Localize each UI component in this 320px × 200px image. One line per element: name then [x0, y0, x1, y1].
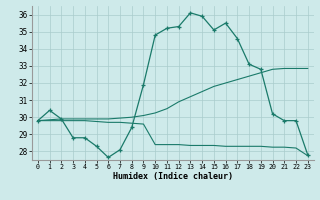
X-axis label: Humidex (Indice chaleur): Humidex (Indice chaleur)	[113, 172, 233, 181]
